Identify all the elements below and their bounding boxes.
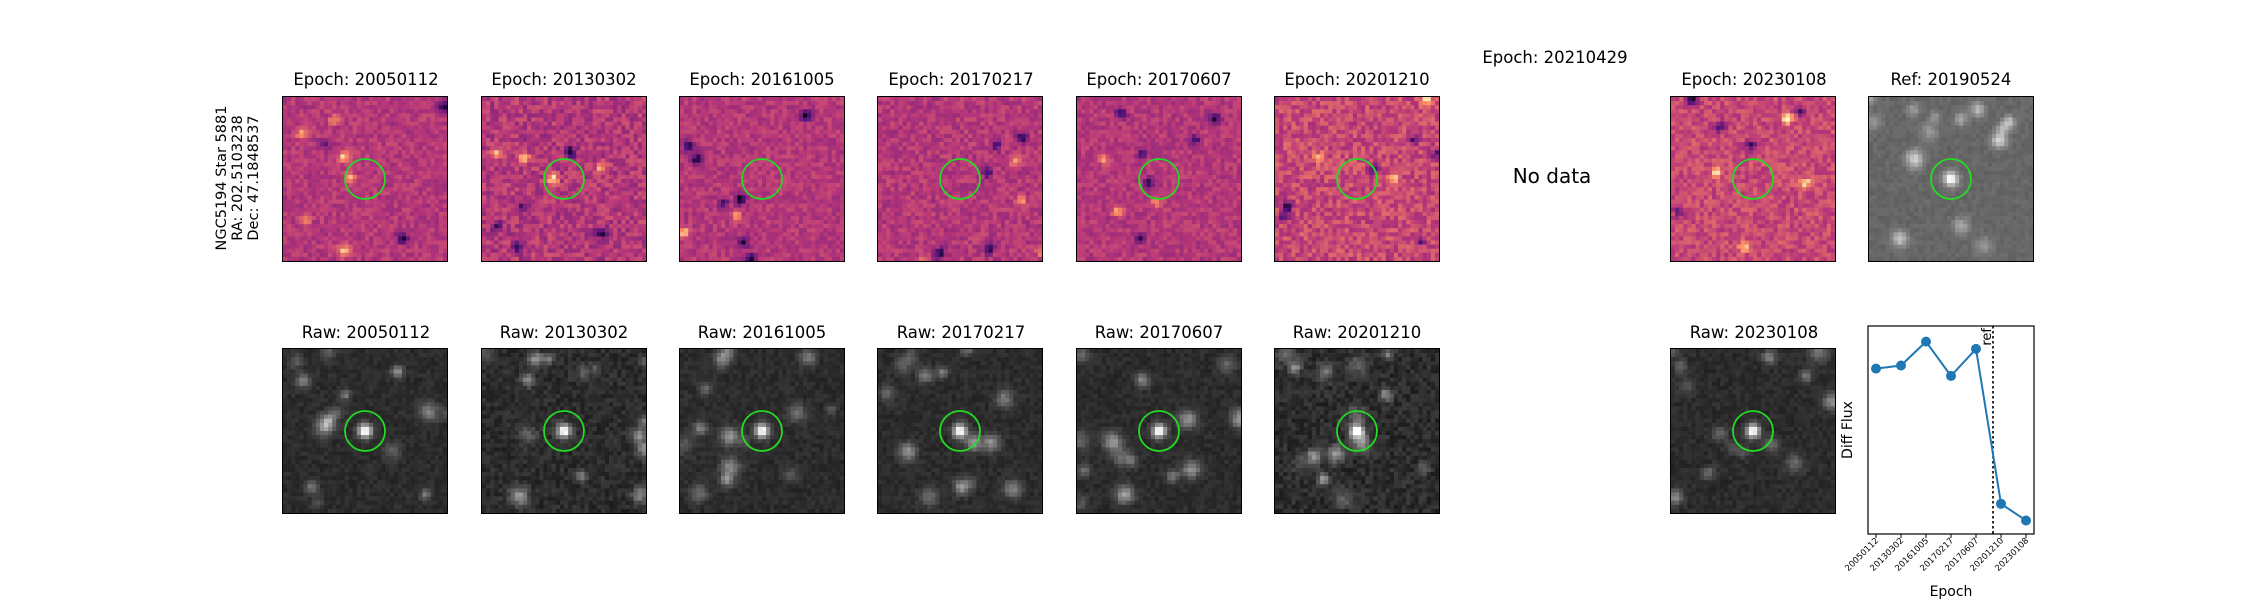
data-point-20170607 xyxy=(1971,343,1981,354)
raw-image-20161005 xyxy=(679,348,845,514)
no-data-text: No data xyxy=(1452,164,1652,188)
raw-title-4: Raw: 20170607 xyxy=(1054,323,1264,343)
diff-image-20050112 xyxy=(282,96,448,262)
raw-image-20230108 xyxy=(1670,348,1836,514)
raw-title-0: Raw: 20050112 xyxy=(261,323,471,343)
raw-title-2: Raw: 20161005 xyxy=(657,323,867,343)
ref-title: Ref: 20190524 xyxy=(1846,70,2056,90)
diff-title-2: Epoch: 20161005 xyxy=(657,70,867,90)
data-point-20161005 xyxy=(1921,336,1931,347)
raw-title-1: Raw: 20130302 xyxy=(459,323,669,343)
diff-title-7: Epoch: 20230108 xyxy=(1649,70,1859,90)
diff-title-4: Epoch: 20170607 xyxy=(1054,70,1264,90)
diff-image-20201210 xyxy=(1274,96,1440,262)
data-point-20050112 xyxy=(1871,363,1881,374)
diff-image-20161005 xyxy=(679,96,845,262)
y-axis-label: Diff Flux xyxy=(1840,401,1856,459)
raw-image-20170217 xyxy=(877,348,1043,514)
raw-title-5: Raw: 20201210 xyxy=(1252,323,1462,343)
raw-title-3: Raw: 20170217 xyxy=(856,323,1066,343)
raw-title-6: Raw: 20230108 xyxy=(1649,323,1859,343)
data-point-20201210 xyxy=(1996,498,2006,509)
ref-line-label: ref xyxy=(1980,328,1995,346)
raw-image-20050112 xyxy=(282,348,448,514)
x-axis-label: Epoch xyxy=(1930,584,1973,600)
diff-title-5: Epoch: 20201210 xyxy=(1252,70,1462,90)
diff-title-3: Epoch: 20170217 xyxy=(856,70,1066,90)
diff-title-1: Epoch: 20130302 xyxy=(459,70,669,90)
diff-image-20130302 xyxy=(481,96,647,262)
data-point-20130302 xyxy=(1896,360,1906,371)
raw-image-20170607 xyxy=(1076,348,1242,514)
diff-title-0: Epoch: 20050112 xyxy=(261,70,471,90)
raw-image-20201210 xyxy=(1274,348,1440,514)
diff-image-20170607 xyxy=(1076,96,1242,262)
chart-frame xyxy=(1867,325,2035,535)
diff-image-20230108 xyxy=(1670,96,1836,262)
data-point-20230108 xyxy=(2021,515,2031,526)
diff-image-20170217 xyxy=(877,96,1043,262)
data-point-20170217 xyxy=(1946,370,1956,381)
reference-image xyxy=(1868,96,2034,262)
raw-image-20130302 xyxy=(481,348,647,514)
diff-title-6: Epoch: 20210429 xyxy=(1450,48,1660,68)
